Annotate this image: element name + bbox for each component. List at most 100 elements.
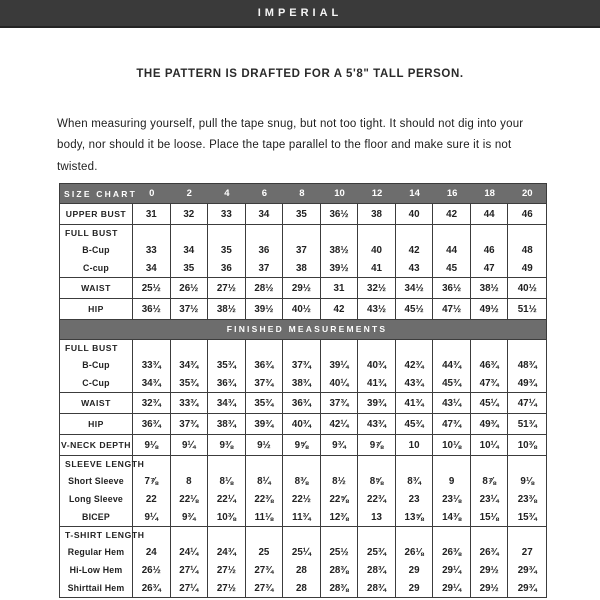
table-line: T-SHIRT LENGTH [60,527,546,543]
value-cell: 22⅛ [171,490,209,508]
value-cell: 42 [396,241,434,259]
section-band-label: FINISHED MEASUREMENTS [226,324,388,334]
table-line: HIP 36½ 37½ 38½ 39½ 40½ 42 43½ 45½ 47½ 49½ 51½ [60,299,546,319]
value-cell: 10¼ [471,435,509,455]
row-label: HIP [60,414,133,434]
value-cell: 10⅜ [208,508,246,526]
value-cell [358,527,396,543]
table-line: B-Cup 33¾ 34¾ 35¾ 36¾ 37¾ 39¼ 40¾ 42¾ 44¾ 46¾ 48¾ [60,356,546,374]
value-cell [283,225,321,241]
size-col-header: 20 [521,188,533,199]
value-cell: 36½ [321,204,359,224]
value-cell: 8 [171,472,209,490]
value-cell: 47¾ [433,414,471,434]
table-line: B-Cup 33 34 35 36 37 38½ 40 42 44 46 48 [60,241,546,259]
value-cell: 34¾ [208,393,246,413]
size-col-header: 2 [186,188,192,199]
value-cell: 9½ [246,435,284,455]
value-cell: 34¾ [171,356,209,374]
value-cell: 32½ [358,278,396,298]
value-cell [321,456,359,472]
value-cell: 24¼ [171,543,209,561]
table-row: V-NECK DEPTH 9⅛ 9¼ 9⅜ 9½ 9⅝ 9¾ 9⅞ 10 10⅛ 10¼ 10⅜ [60,434,546,455]
value-cell [321,527,359,543]
value-cell: 28¾ [358,561,396,579]
value-cell: 38½ [208,299,246,319]
section-band: FINISHED MEASUREMENTS [60,319,546,339]
value-cell: 22½ [283,490,321,508]
value-cell: 14⅜ [433,508,471,526]
value-cell: 27½ [208,561,246,579]
tagline: THE PATTERN IS DRAFTED FOR A 5'8" TALL P… [136,68,464,80]
value-cell: 43 [396,259,434,277]
value-cell: 51½ [517,303,537,315]
value-cell: 22¾ [358,490,396,508]
value-cell: 49 [521,262,533,274]
value-cell: 43¾ [358,414,396,434]
value-cell: 47¼ [517,397,537,409]
row-label: HIP [60,299,133,319]
sub-row-label: Shirttail Hem [60,579,133,597]
table-line: V-NECK DEPTH 9⅛ 9¼ 9⅜ 9½ 9⅝ 9¾ 9⅞ 10 10⅛ 10¼ 10⅜ [60,435,546,455]
value-cell: 35 [208,241,246,259]
value-cell: 23 [396,490,434,508]
value-cell [208,225,246,241]
value-cell: 29¾ [517,564,537,576]
value-cell: 44 [471,204,509,224]
table-line: Shirttail Hem 26¾ 27¼ 27½ 27¾ 28 28⅜ 28¾ 29 29¼ 29… [60,579,546,597]
value-cell [508,340,546,356]
value-cell: 47 [471,259,509,277]
table-line: WAIST 25½ 26½ 27½ 28½ 29½ 31 32½ 34½ 36½ 38½ 40½ [60,278,546,298]
value-cell: 25 [246,543,284,561]
size-col-header: 4 [224,188,230,199]
value-cell: 34 [133,259,171,277]
value-cell: 43¾ [396,374,434,392]
sub-row-label: C-cup [60,259,133,277]
size-col-header: 8 [299,188,305,199]
table-row: WAIST 25½ 26½ 27½ 28½ 29½ 31 32½ 34½ 36½ 38½ 40½ [60,277,546,298]
value-cell: 39¾ [246,414,284,434]
table-line: WAIST 32¾ 33¾ 34¾ 35¾ 36¾ 37¾ 39¾ 41¾ 43¼ 45¼ 47¼ [60,393,546,413]
value-cell: 26¾ [471,543,509,561]
value-cell [396,340,434,356]
value-cell [283,340,321,356]
value-cell: 27¾ [246,561,284,579]
value-cell: 36¾ [283,393,321,413]
page-title: IMPERIAL [257,7,343,19]
value-cell [171,456,209,472]
value-cell [321,340,359,356]
size-col-header: 18 [484,188,495,199]
value-cell: 37½ [171,299,209,319]
value-cell: 38¾ [283,374,321,392]
value-cell: 45½ [396,299,434,319]
value-cell: 35¾ [246,393,284,413]
value-cell: 25¼ [283,543,321,561]
value-cell: 43¼ [433,393,471,413]
table-row-group: T-SHIRT LENGTH Regular Hem 24 24¼ 24¾ 25 25¼ 25… [60,526,546,597]
value-cell: 39½ [321,259,359,277]
value-cell: 38½ [471,278,509,298]
value-cell: 40¼ [321,374,359,392]
value-cell: 9¼ [171,435,209,455]
value-cell [471,225,509,241]
value-cell: 47½ [433,299,471,319]
table-line: C-Cup 34¾ 35¾ 36¾ 37¾ 38¾ 40¼ 41¾ 43¾ 45¾ 47¾ 49¾ [60,374,546,392]
value-cell: 13 [358,508,396,526]
value-cell: 29½ [283,278,321,298]
value-cell [171,225,209,241]
value-cell: 35¾ [171,374,209,392]
sub-row-label: Regular Hem [60,543,133,561]
value-cell: 35¾ [208,356,246,374]
value-cell: 51¾ [517,418,537,430]
value-cell: 8⅞ [471,472,509,490]
table-line: C-cup 34 35 36 37 38 39½ 41 43 45 47 49 [60,259,546,277]
value-cell [471,340,509,356]
row-label: WAIST [60,393,133,413]
size-chart-table: SIZE CHART 0 2 4 6 8 10 12 14 16 18 20 UPPER BUST 31 3… [59,183,547,598]
value-cell [433,225,471,241]
size-col-header: 12 [371,188,383,199]
value-cell: 8½ [321,472,359,490]
value-cell: 28 [283,579,321,597]
sub-row-label: BICEP [60,508,133,526]
